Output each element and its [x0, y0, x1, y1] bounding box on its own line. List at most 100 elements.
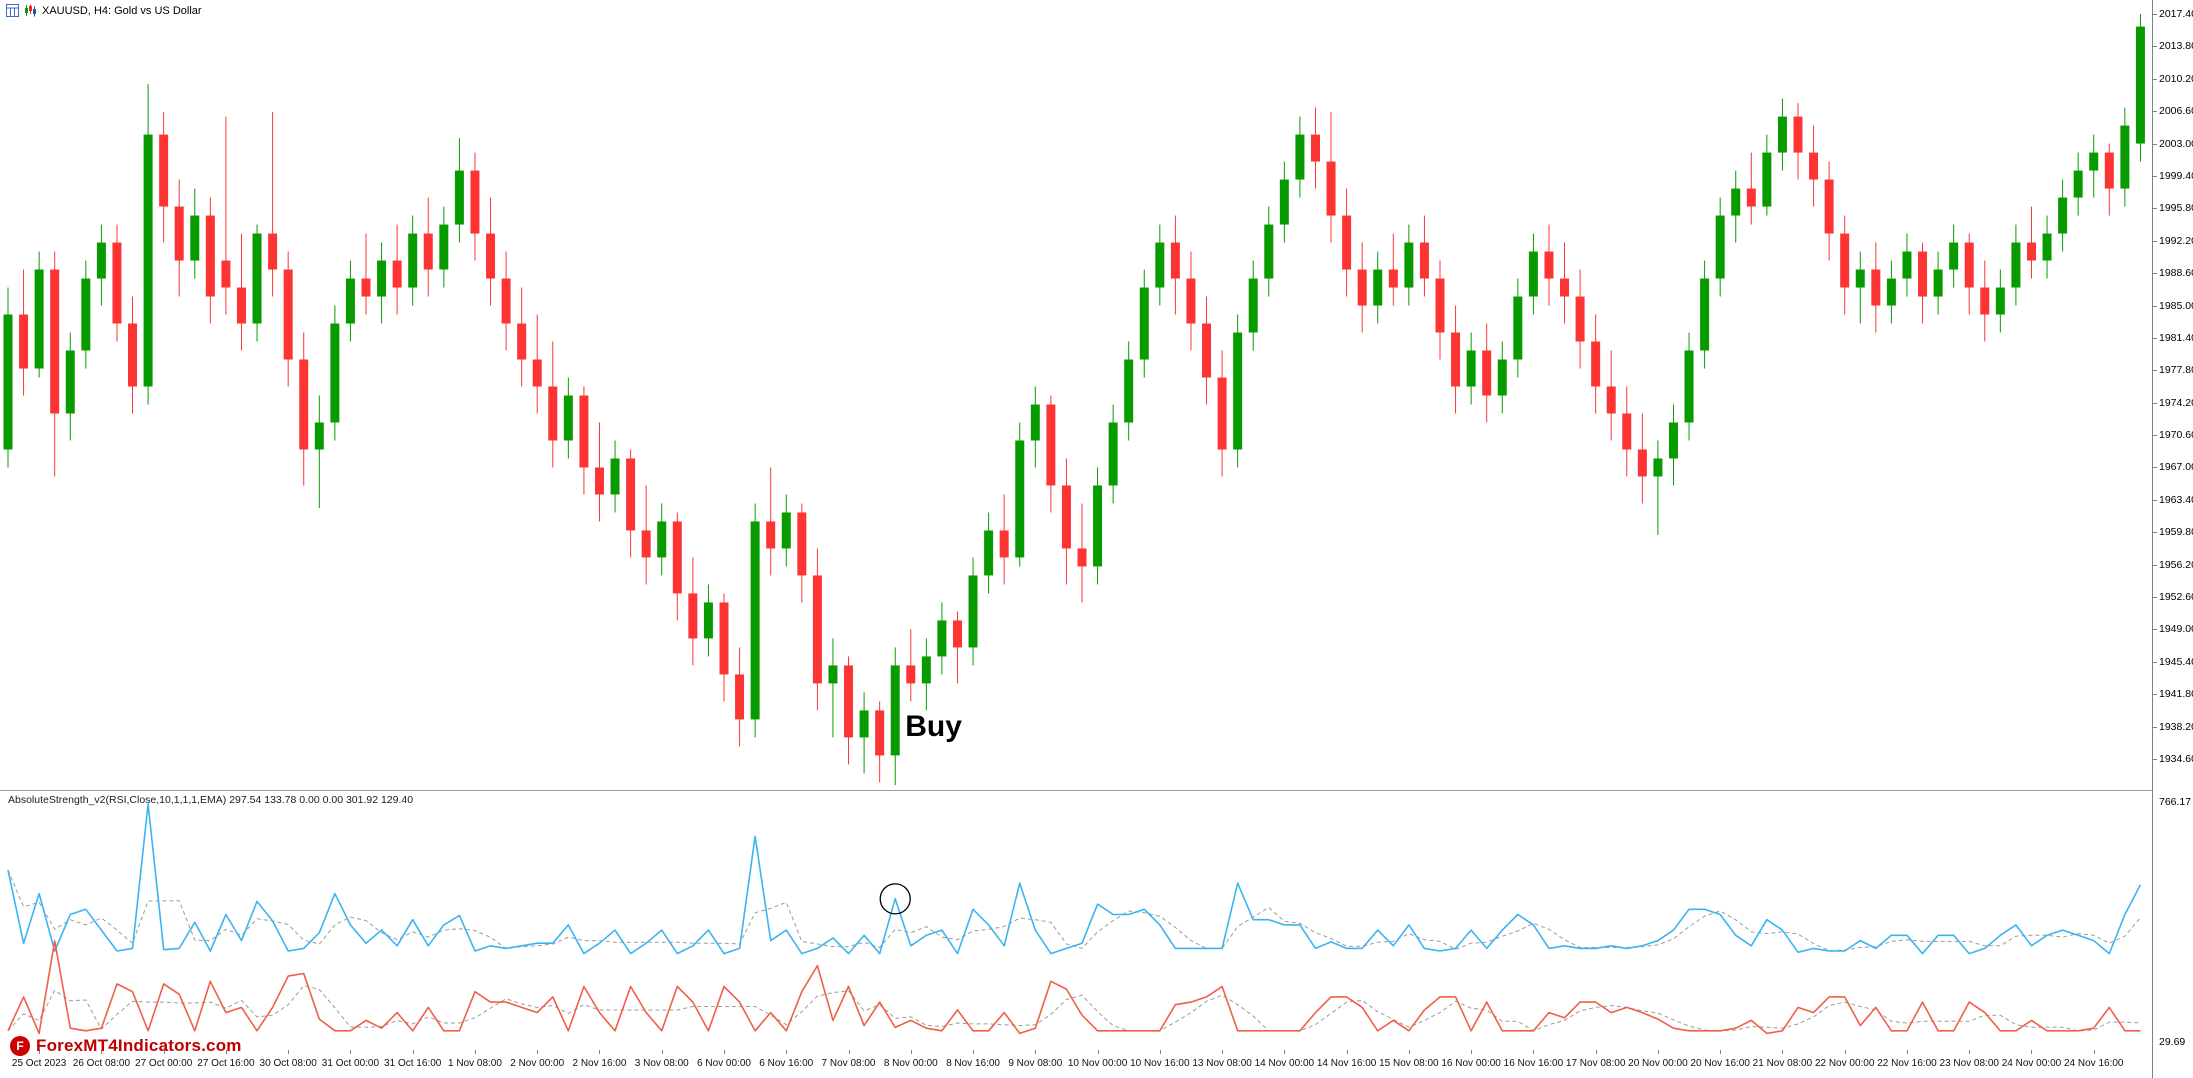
- candle-bull: [1513, 296, 1523, 360]
- price-axis-tick: [2153, 564, 2157, 566]
- indicator-pane-separator[interactable]: [0, 790, 2193, 791]
- candle-bull: [1684, 350, 1694, 423]
- candle-bear: [1964, 242, 1974, 288]
- time-axis-tick: [1222, 1050, 1224, 1054]
- time-axis-tick: [1408, 1050, 1410, 1054]
- price-axis-label: 1974.20: [2159, 396, 2193, 409]
- time-axis-tick: [1595, 1050, 1597, 1054]
- time-axis-tick: [537, 1050, 539, 1054]
- time-axis-label: 17 Nov 08:00: [1565, 1058, 1626, 1069]
- candle-bull: [1668, 422, 1678, 459]
- candle-bear: [1357, 269, 1367, 306]
- candle-bear: [1170, 242, 1180, 279]
- time-axis-tick: [474, 1050, 476, 1054]
- time-axis-label: 2 Nov 16:00: [572, 1058, 627, 1069]
- time-axis-label: 16 Nov 00:00: [1441, 1058, 1501, 1069]
- time-axis-label: 21 Nov 08:00: [1752, 1058, 1813, 1069]
- indicator-scale-min: 29.69: [2159, 1036, 2186, 1048]
- candle-bear: [1622, 413, 1632, 450]
- candle-bear: [626, 458, 636, 531]
- time-axis-tick: [288, 1050, 290, 1054]
- time-axis[interactable]: 25 Oct 2023 26 Oct 08:00 27 Oct 00:00 27 Oc…: [0, 1050, 2193, 1078]
- price-axis-label: 1985.00: [2159, 299, 2193, 312]
- candle-bear: [205, 215, 215, 297]
- time-axis-tick: [1097, 1050, 1099, 1054]
- candle-bull: [314, 422, 324, 450]
- candle-bear: [283, 269, 293, 360]
- candle-bull: [408, 233, 418, 288]
- price-axis-label: 2003.00: [2159, 137, 2193, 150]
- time-axis-tick: [848, 1050, 850, 1054]
- candle-bear: [999, 530, 1009, 558]
- buy-annotation[interactable]: Buy: [905, 710, 962, 743]
- time-axis-tick: [1035, 1050, 1037, 1054]
- bears-line: [7, 940, 2141, 1035]
- chart-header: XAUUSD, H4: Gold vs US Dollar: [6, 4, 202, 17]
- price-axis-tick: [2153, 337, 2157, 339]
- candle-bear: [1544, 251, 1554, 279]
- price-axis-label: 2010.20: [2159, 72, 2193, 85]
- candle-bull: [2120, 125, 2130, 189]
- candle-bear: [1793, 116, 1803, 153]
- candle-bull: [1731, 188, 1741, 216]
- grid-window-icon: [6, 4, 19, 17]
- bears-smoothed-line: [7, 985, 2141, 1032]
- price-axis-label: 1941.80: [2159, 688, 2193, 701]
- price-axis-tick: [2153, 726, 2157, 728]
- candle-bear: [532, 359, 542, 387]
- candle-bear: [2026, 242, 2036, 261]
- candle-bear: [236, 287, 246, 324]
- candle-bear: [952, 620, 962, 648]
- time-axis-label: 8 Nov 16:00: [946, 1058, 1000, 1069]
- bulls-line: [7, 803, 2142, 955]
- price-axis-tick: [2153, 370, 2157, 372]
- price-axis[interactable]: 766.17 29.69 2017.40 2013.80 2010.20 2006.6…: [2152, 0, 2193, 1078]
- time-axis-label: 6 Nov 16:00: [759, 1058, 814, 1069]
- time-axis-label: 23 Nov 08:00: [1939, 1058, 1999, 1069]
- candle-bull: [657, 521, 667, 558]
- time-axis-label: 22 Nov 16:00: [1877, 1058, 1937, 1069]
- price-axis-label: 1981.40: [2159, 331, 2193, 344]
- candle-bear: [501, 278, 511, 324]
- time-axis-label: 20 Nov 00:00: [1628, 1058, 1688, 1069]
- price-axis-tick: [2153, 78, 2157, 80]
- candle-bull: [1155, 242, 1165, 288]
- candle-bear: [112, 242, 122, 324]
- candle-bull: [439, 224, 449, 270]
- candle-bear: [423, 233, 433, 270]
- time-axis-label: 26 Oct 08:00: [72, 1058, 131, 1069]
- time-axis-label: 9 Nov 08:00: [1008, 1058, 1063, 1069]
- candlestick-chart-icon: [24, 4, 37, 17]
- watermark-logo-icon: F: [10, 1036, 30, 1056]
- candle-bull: [34, 269, 44, 369]
- candle-bear: [1061, 485, 1071, 549]
- price-axis-tick: [2153, 629, 2157, 631]
- candle-bear: [844, 665, 854, 738]
- price-axis-tick: [2153, 435, 2157, 437]
- time-axis-tick: [1657, 1050, 1659, 1054]
- candle-bull: [828, 665, 838, 684]
- circle-annotation[interactable]: [879, 883, 911, 915]
- time-axis-tick: [2031, 1050, 2033, 1054]
- time-axis-tick: [1471, 1050, 1473, 1054]
- price-axis-tick: [2153, 694, 2157, 696]
- time-axis-label: 10 Nov 00:00: [1067, 1058, 1128, 1069]
- watermark-text: ForexMT4Indicators.com: [36, 1036, 242, 1055]
- time-axis-tick: [786, 1050, 788, 1054]
- candle-bear: [128, 323, 138, 387]
- candle-bear: [1840, 233, 1850, 288]
- price-axis-label: 1938.20: [2159, 720, 2193, 733]
- price-axis-tick: [2153, 143, 2157, 145]
- price-axis-tick: [2153, 467, 2157, 469]
- time-axis-label: 22 Nov 00:00: [1814, 1058, 1875, 1069]
- price-axis-label: 1977.80: [2159, 364, 2193, 377]
- candle-bull: [1108, 422, 1118, 486]
- time-axis-label: 8 Nov 00:00: [883, 1058, 938, 1069]
- time-axis-tick: [1844, 1050, 1846, 1054]
- price-axis-tick: [2153, 532, 2157, 534]
- candle-bull: [330, 323, 340, 423]
- time-axis-label: 15 Nov 08:00: [1379, 1058, 1439, 1069]
- time-axis-tick: [661, 1050, 663, 1054]
- candle-bear: [688, 593, 698, 639]
